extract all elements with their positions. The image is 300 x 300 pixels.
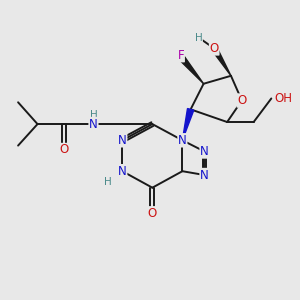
Text: O: O [237, 94, 247, 107]
Text: O: O [148, 207, 157, 220]
Text: H: H [104, 176, 112, 187]
Text: N: N [200, 145, 209, 158]
Text: O: O [59, 143, 69, 157]
Text: N: N [178, 134, 187, 147]
Text: OH: OH [275, 92, 293, 105]
Text: N: N [118, 134, 127, 147]
Text: O: O [210, 42, 219, 55]
Polygon shape [212, 47, 231, 76]
Text: H: H [195, 32, 203, 43]
Polygon shape [180, 57, 204, 84]
Text: H: H [90, 110, 97, 120]
Text: N: N [89, 118, 98, 130]
Text: N: N [118, 165, 127, 178]
Text: N: N [200, 169, 209, 182]
Text: F: F [178, 49, 184, 62]
Polygon shape [182, 109, 194, 140]
